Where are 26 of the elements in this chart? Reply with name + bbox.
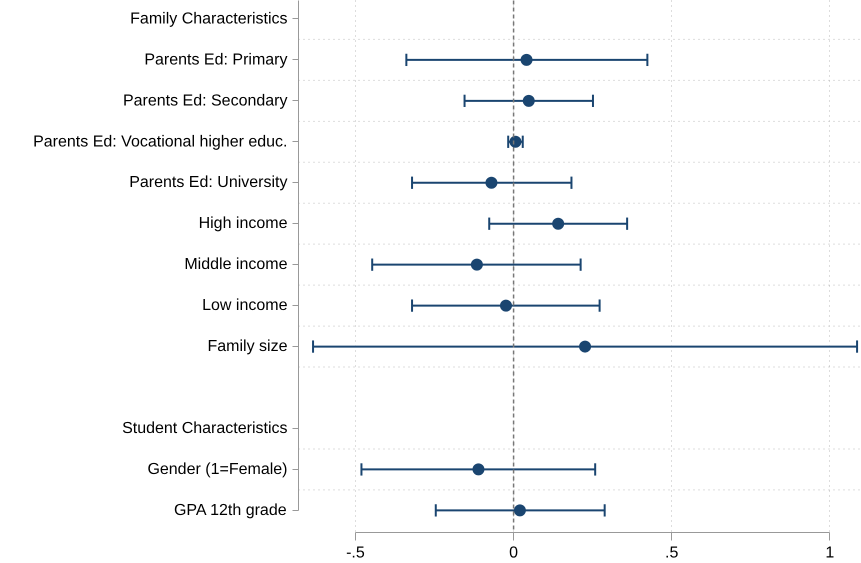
y-tick-label: GPA 12th grade — [174, 502, 287, 519]
y-tick-label: Student Characteristics — [122, 420, 288, 437]
point — [472, 463, 484, 476]
x-tick-label: 0 — [509, 544, 518, 562]
y-tick-label: Middle income — [184, 256, 288, 274]
x-tick-label: -.5 — [346, 544, 365, 562]
y-tick-label: Parents Ed: Vocational higher educ. — [33, 133, 288, 150]
y-tick-label: Family size — [207, 338, 288, 356]
point — [500, 300, 512, 312]
y-tick-label: Parents Ed: Primary — [144, 51, 288, 68]
point — [520, 54, 533, 66]
point — [509, 136, 522, 148]
y-tick-label: High income — [198, 215, 288, 232]
y-tick-label: Low income — [202, 297, 288, 314]
y-tick-label: Parents Ed: University — [129, 174, 288, 192]
point — [552, 218, 564, 230]
x-tick-label: .5 — [665, 544, 678, 562]
y-tick-label: Parents Ed: Secondary — [122, 92, 288, 110]
point — [522, 94, 535, 107]
y-tick-label: Gender (1=Female) — [147, 460, 288, 478]
point — [470, 258, 483, 271]
y-tick-label: Family Characteristics — [130, 10, 288, 28]
point — [485, 176, 498, 189]
point — [579, 340, 592, 353]
x-tick-label: 1 — [825, 544, 834, 562]
point — [514, 504, 526, 516]
